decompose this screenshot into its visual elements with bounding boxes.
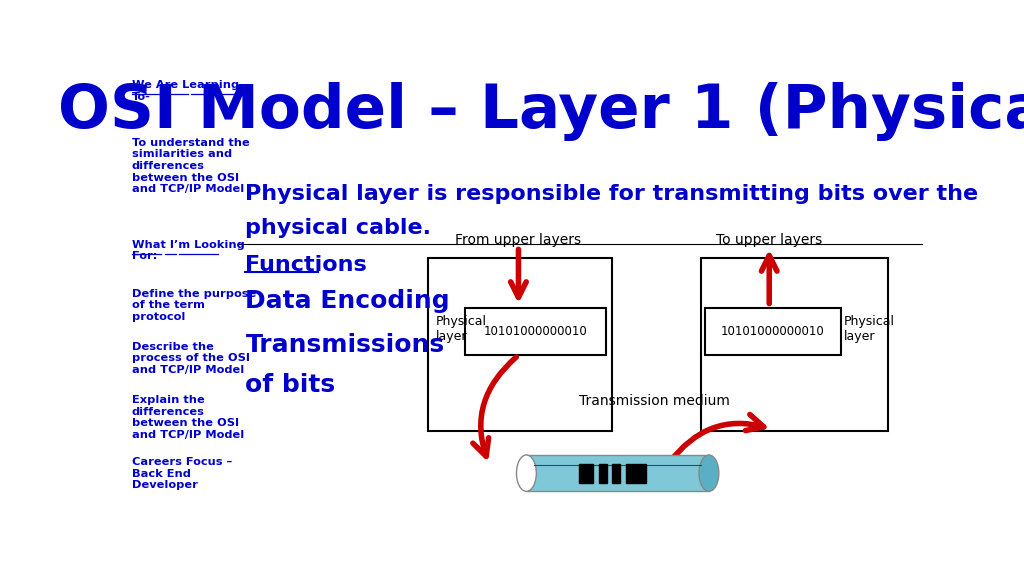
Text: 10101000000010: 10101000000010 [483,325,587,338]
Text: Data Encoding: Data Encoding [246,289,451,313]
Text: of bits: of bits [246,373,336,397]
FancyBboxPatch shape [701,257,888,431]
FancyBboxPatch shape [428,257,612,431]
Text: Physical
layer: Physical layer [436,314,487,343]
Text: Transmissions: Transmissions [246,333,444,357]
Text: Define the purpose
of the term
protocol: Define the purpose of the term protocol [132,289,256,322]
FancyBboxPatch shape [705,308,841,355]
FancyBboxPatch shape [465,308,606,355]
Ellipse shape [699,455,719,491]
Text: Careers Focus –
Back End
Developer: Careers Focus – Back End Developer [132,457,232,490]
Text: What I’m Looking
For:: What I’m Looking For: [132,240,245,262]
FancyBboxPatch shape [526,455,709,491]
FancyBboxPatch shape [612,464,620,483]
Text: Explain the
differences
between the OSI
and TCP/IP Model: Explain the differences between the OSI … [132,395,244,440]
Text: From upper layers: From upper layers [456,233,582,247]
Text: Physical
layer: Physical layer [844,314,895,343]
Text: To understand the
similarities and
differences
between the OSI
and TCP/IP Model: To understand the similarities and diffe… [132,138,250,194]
Text: OSI Model – Layer 1 (Physical): OSI Model – Layer 1 (Physical) [58,82,1024,142]
FancyBboxPatch shape [579,464,593,483]
Text: We Are Learning
To-: We Are Learning To- [132,80,239,102]
Text: Functions: Functions [246,255,368,275]
Text: To upper layers: To upper layers [716,233,822,247]
FancyBboxPatch shape [599,464,606,483]
Ellipse shape [516,455,537,491]
Text: Describe the
process of the OSI
and TCP/IP Model: Describe the process of the OSI and TCP/… [132,342,250,375]
Text: 10101000000010: 10101000000010 [721,325,824,338]
Text: physical cable.: physical cable. [246,218,431,238]
Text: Transmission medium: Transmission medium [579,395,729,408]
Text: Physical layer is responsible for transmitting bits over the: Physical layer is responsible for transm… [246,184,979,204]
FancyBboxPatch shape [626,464,646,483]
